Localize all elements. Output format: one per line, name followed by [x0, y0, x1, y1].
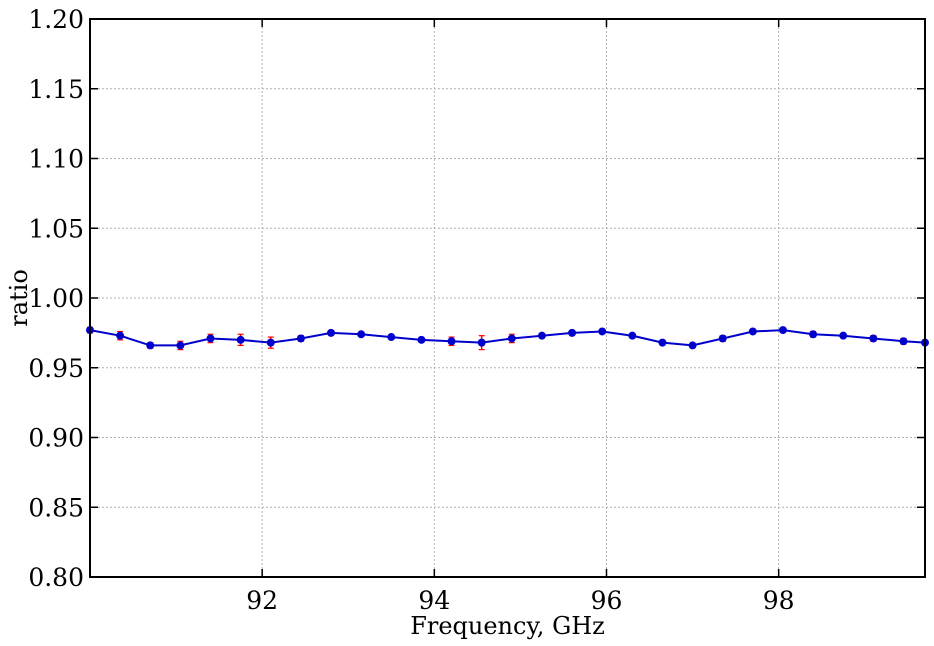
y-tick-label: 0.85: [28, 493, 84, 522]
axis-ticks: [90, 18, 925, 578]
y-axis-label: ratio: [5, 269, 33, 327]
y-tick-labels: 0.80 0.85 0.90 0.95 1.00 1.05 1.10 1.15 1.20: [28, 5, 84, 592]
x-tick-label: 94: [418, 586, 450, 615]
data-point: [628, 331, 637, 340]
data-point: [206, 334, 215, 343]
y-tick-label: 1.10: [28, 145, 84, 174]
data-point: [417, 335, 426, 344]
data-point: [899, 337, 908, 346]
data-point: [236, 335, 245, 344]
y-tick-label: 0.80: [28, 563, 84, 592]
y-tick-label: 1.00: [28, 284, 84, 313]
data-point: [748, 327, 757, 336]
x-tick-label: 96: [591, 586, 623, 615]
series-lines: [89, 329, 926, 347]
data-point: [387, 333, 396, 342]
data-point: [507, 334, 516, 343]
y-tick-label: 1.05: [28, 214, 84, 243]
data-points: [86, 326, 929, 350]
x-tick-label: 92: [246, 586, 278, 615]
x-axis-label: Frequency, GHz: [410, 612, 605, 640]
data-point: [658, 338, 667, 347]
grid-lines: [90, 19, 925, 577]
data-point: [146, 341, 155, 350]
x-tick-label: 98: [763, 586, 795, 615]
x-tick-labels: 92 94 96 98: [246, 586, 794, 615]
data-point: [839, 331, 848, 340]
y-tick-label: 1.15: [28, 75, 84, 104]
y-tick-label: 0.95: [28, 354, 84, 383]
y-tick-label: 1.20: [28, 5, 84, 34]
data-point: [176, 341, 185, 350]
data-point: [116, 331, 125, 340]
data-point: [809, 330, 818, 339]
y-tick-label: 0.90: [28, 424, 84, 453]
data-point: [447, 337, 456, 346]
data-point: [598, 327, 607, 336]
data-point: [266, 338, 275, 347]
data-point: [568, 328, 577, 337]
data-point: [778, 326, 787, 335]
data-point: [718, 334, 727, 343]
data-point: [869, 334, 878, 343]
series-line: [89, 329, 926, 347]
data-point: [357, 330, 366, 339]
data-point: [688, 341, 697, 350]
data-point: [477, 338, 486, 347]
data-point: [537, 331, 546, 340]
data-point: [296, 334, 305, 343]
data-point: [327, 328, 336, 337]
